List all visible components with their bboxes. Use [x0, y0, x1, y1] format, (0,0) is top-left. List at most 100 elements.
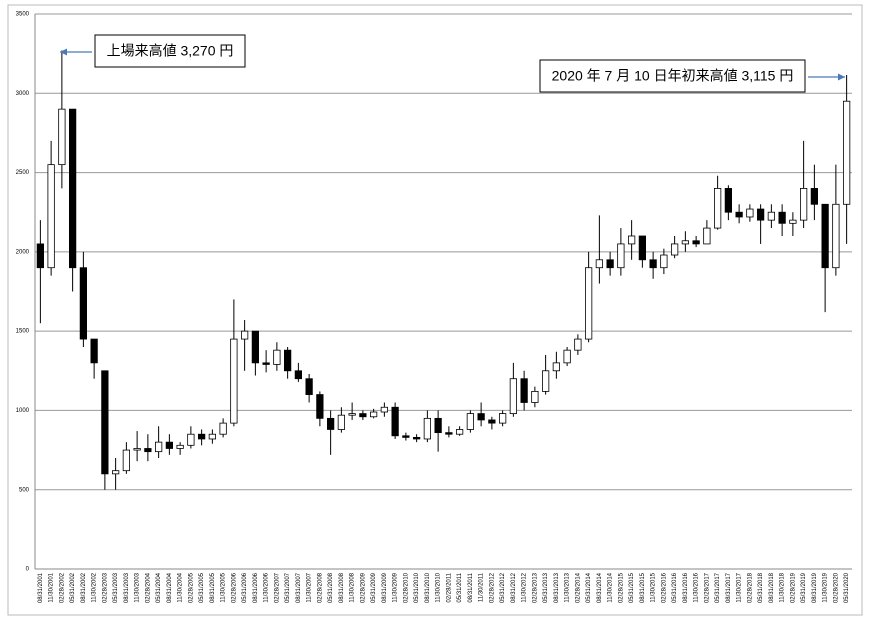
candle-body [563, 349, 571, 364]
candle-body [165, 441, 173, 449]
candle-body [542, 370, 550, 392]
x-tick-label: 08/31/2002 [81, 572, 87, 603]
candle-body [90, 338, 98, 364]
candle-body [477, 413, 485, 421]
candle-body [434, 417, 442, 434]
x-tick-label: 08/31/2009 [382, 572, 388, 603]
candle-body [520, 378, 528, 403]
candle-body [176, 444, 184, 449]
x-tick-label: 05/31/2007 [285, 572, 291, 603]
candle-body [316, 394, 324, 419]
candle-body [283, 349, 292, 372]
candle-body [187, 433, 195, 446]
candle-body [488, 419, 496, 424]
candle-body [810, 188, 819, 205]
candle-body [585, 267, 593, 340]
candle-body [69, 108, 77, 269]
candle-body [240, 330, 249, 340]
x-tick-label: 11/30/2019 [823, 572, 829, 602]
y-tick-label: 1000 [16, 408, 30, 414]
candle-body [628, 235, 636, 245]
candle-body [337, 414, 345, 430]
candle-body [326, 417, 335, 430]
candle-body [208, 433, 216, 440]
chart-frame [7, 4, 863, 616]
candle-body [649, 259, 657, 269]
candle-body [380, 406, 388, 413]
candle-body [230, 338, 238, 424]
candle-body [154, 441, 163, 453]
x-tick-label: 08/31/2010 [425, 572, 431, 603]
x-tick-label: 11/30/2004 [178, 572, 184, 602]
candle-body [778, 211, 786, 224]
annotation-text: 上場来高値 3,270 円 [107, 43, 234, 59]
y-tick-label: 0 [26, 567, 30, 573]
candle-body [735, 211, 743, 218]
candle-body [800, 188, 808, 221]
x-tick-label: 11/30/2007 [307, 572, 313, 602]
x-tick-label: 08/31/2017 [726, 572, 732, 603]
x-tick-label: 02/28/2016 [661, 572, 667, 603]
candle-body [133, 448, 141, 451]
candle-body [606, 259, 614, 269]
annotation-arrowhead [838, 73, 845, 81]
x-tick-label: 11/30/2015 [651, 572, 657, 602]
x-tick-label: 08/31/2007 [296, 572, 302, 603]
candle-body [498, 413, 507, 424]
x-tick-label: 11/30/2010 [436, 572, 442, 602]
x-tick-label: 05/31/2018 [758, 572, 764, 603]
candle-body [671, 243, 679, 256]
x-tick-label: 11/30/2002 [92, 572, 98, 602]
annotation-box [94, 34, 246, 68]
x-tick-label: 11/30/2001 [49, 572, 55, 602]
x-tick-label: 02/28/2005 [188, 572, 194, 603]
x-tick-label: 08/31/2012 [511, 572, 517, 603]
x-tick-label: 11/30/2005 [221, 572, 227, 602]
x-tick-label: 05/31/2019 [801, 572, 807, 603]
candle-body [821, 203, 829, 269]
x-tick-label: 11/30/2008 [350, 572, 356, 602]
candle-body [348, 413, 356, 416]
y-tick-label: 1500 [16, 329, 30, 335]
annotation-box [539, 59, 806, 93]
x-tick-label: 08/31/2001 [38, 572, 44, 603]
x-tick-label: 05/31/2002 [70, 572, 76, 603]
candle-body [531, 390, 539, 403]
x-tick-label: 05/31/2017 [715, 572, 721, 603]
candle-body [681, 240, 690, 245]
x-tick-label: 08/31/2019 [812, 572, 818, 603]
x-tick-label: 08/31/2003 [124, 572, 130, 603]
x-tick-label: 05/31/2009 [371, 572, 377, 603]
x-tick-label: 05/31/2012 [500, 572, 506, 603]
x-tick-label: 02/28/2020 [833, 572, 839, 603]
candle-body [391, 406, 399, 437]
candle-body [122, 449, 131, 472]
x-tick-label: 05/31/2004 [156, 572, 162, 603]
candle-body [455, 429, 464, 435]
x-tick-label: 08/31/2008 [339, 572, 345, 603]
candle-body [552, 362, 561, 372]
x-tick-label: 02/28/2011 [446, 572, 452, 602]
x-tick-label: 11/30/2009 [393, 572, 399, 602]
x-tick-label: 05/31/2015 [629, 572, 635, 603]
y-tick-label: 3500 [16, 12, 30, 18]
candle-body [144, 448, 152, 453]
x-tick-label: 08/31/2005 [210, 572, 216, 603]
candle-body [251, 330, 259, 364]
x-tick-label: 02/28/2006 [231, 572, 237, 603]
x-tick-label: 02/28/2008 [317, 572, 323, 603]
candle-body [574, 338, 582, 351]
candle-body [402, 435, 410, 438]
annotation-arrowhead [60, 48, 67, 56]
annotation-text: 2020 年 7 月 10 日年初来高値 3,115 円 [552, 68, 794, 84]
x-tick-label: 08/31/2013 [554, 572, 560, 603]
candle-body [692, 240, 700, 245]
x-tick-label: 02/28/2019 [790, 572, 796, 603]
candle-body [767, 211, 776, 221]
candle-body [294, 370, 302, 380]
y-tick-label: 3000 [16, 91, 30, 97]
x-tick-label: 02/28/2007 [274, 572, 280, 603]
x-tick-label: 02/28/2013 [532, 572, 538, 603]
x-tick-label: 05/31/2005 [199, 572, 205, 603]
